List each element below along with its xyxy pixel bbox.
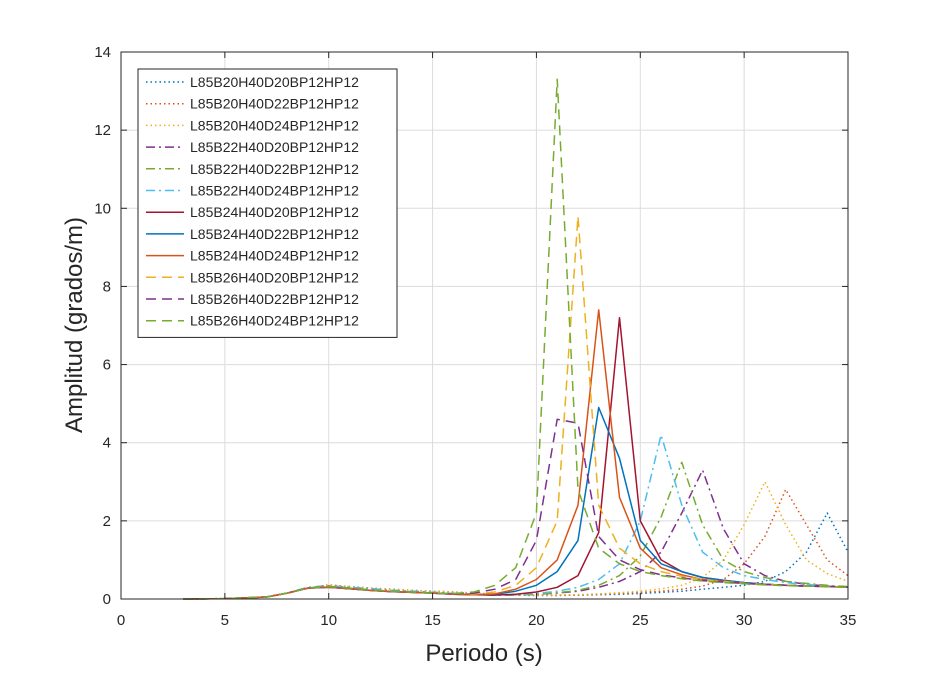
plot-frame [120,51,849,600]
legend-label-7: L85B24H40D20BP12HP12 [190,204,359,220]
y-tick-label: 14 [94,44,111,61]
axis-ticks: 0 5 10 15 20 25 30 35 0 2 4 6 8 10 12 14 [94,44,856,629]
y-tick-label: 4 [103,435,111,452]
legend-label-8: L85B24H40D22BP12HP12 [190,226,359,242]
x-tick-label: 25 [632,612,649,629]
legend-label-3: L85B20H40D24BP12HP12 [190,117,359,133]
y-tick-label: 2 [103,513,111,530]
x-tick-label: 15 [424,612,441,629]
x-tick-label: 30 [736,612,753,629]
legend-label-11: L85B26H40D22BP12HP12 [190,291,359,307]
series-line-3 [183,481,849,600]
y-tick-label: 10 [94,200,111,217]
legend-label-9: L85B24H40D24BP12HP12 [190,248,359,264]
legend-label-1: L85B20H40D20BP12HP12 [190,74,359,90]
y-tick-label: 8 [103,278,111,295]
series-line-1 [183,512,849,600]
y-tick-label: 0 [103,591,111,608]
x-tick-label: 20 [528,612,545,629]
y-axis-label: Amplitud (grados/m) [61,217,88,433]
legend-label-4: L85B22H40D20BP12HP12 [190,139,359,155]
legend-label-2: L85B20H40D22BP12HP12 [190,96,359,112]
grid [121,52,848,599]
y-tick-label: 12 [94,122,111,139]
y-tick-label: 6 [103,357,111,374]
series-group [183,78,849,600]
x-tick-label: 10 [320,612,337,629]
legend: L85B20H40D20BP12HP12 L85B20H40D22BP12HP12… [137,68,398,338]
x-tick-label: 5 [221,612,229,629]
legend-label-12: L85B26H40D24BP12HP12 [190,313,359,329]
x-axis-label: Periodo (s) [425,640,542,667]
x-tick-label: 0 [117,612,125,629]
series-line-12 [183,78,849,600]
legend-box [137,68,398,338]
x-tick-label: 35 [840,612,857,629]
legend-label-5: L85B22H40D22BP12HP12 [190,161,359,177]
legend-label-10: L85B26H40D20BP12HP12 [190,269,359,285]
legend-label-6: L85B22H40D24BP12HP12 [190,183,359,199]
